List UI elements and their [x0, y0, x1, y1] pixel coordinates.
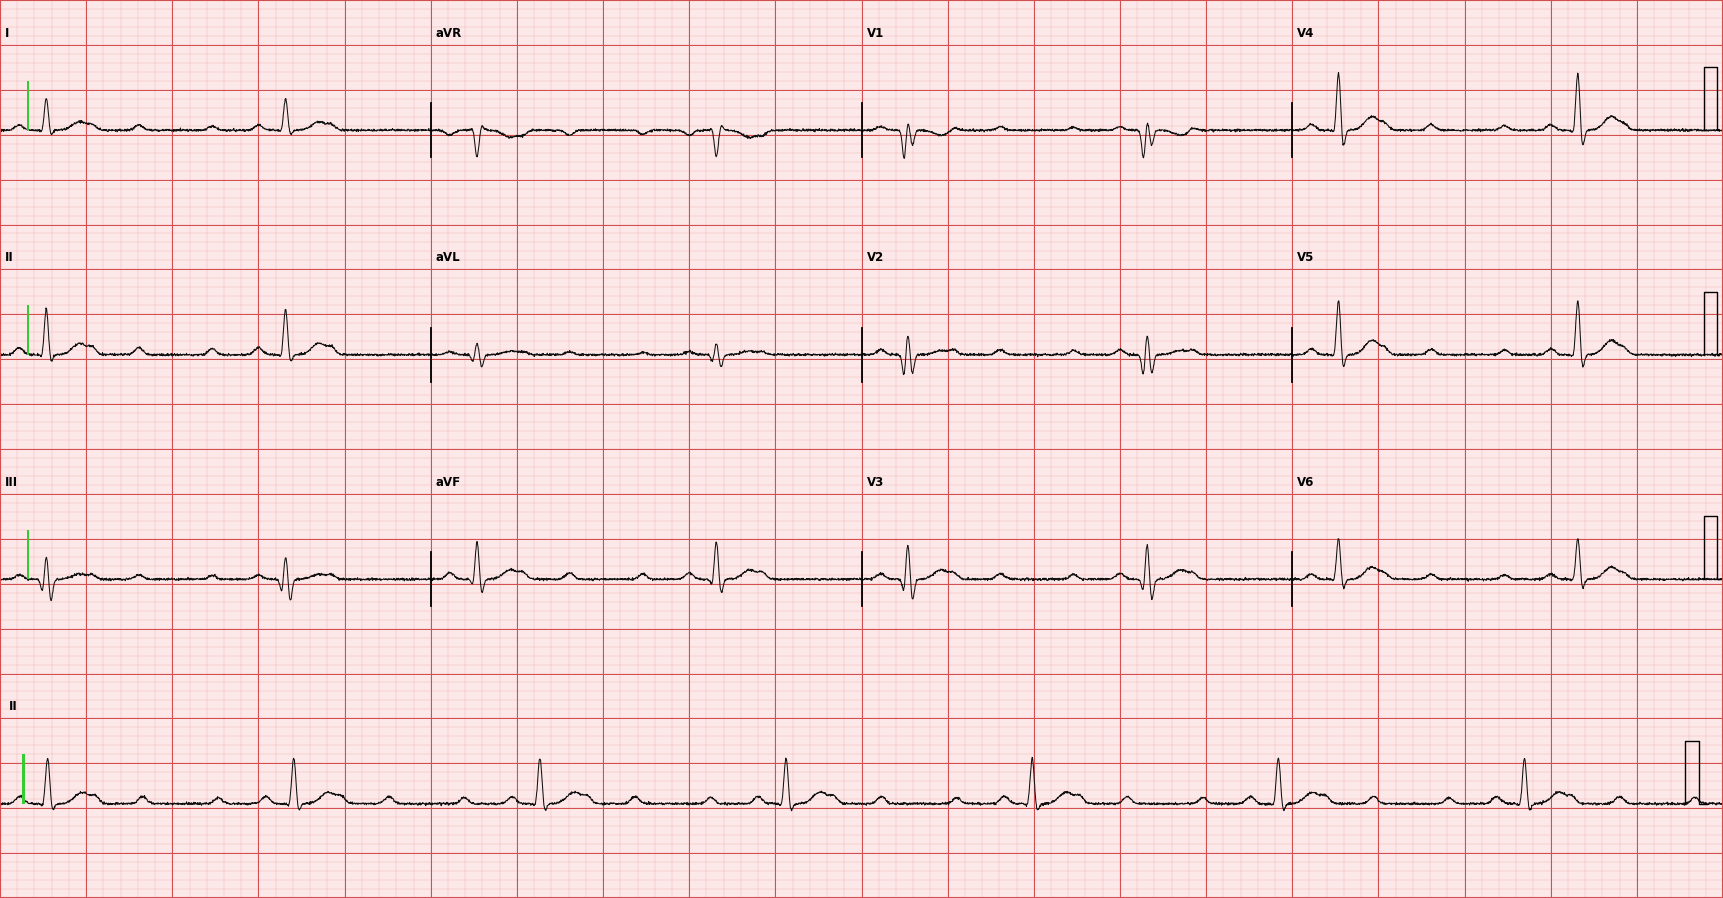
Text: III: III [5, 476, 19, 489]
Text: V4: V4 [1297, 27, 1315, 40]
Text: II: II [9, 700, 17, 713]
Text: V6: V6 [1297, 476, 1315, 489]
Text: V3: V3 [867, 476, 884, 489]
Bar [22, 754, 24, 804]
Bar [28, 305, 29, 355]
Text: II: II [5, 251, 14, 264]
Text: I: I [5, 27, 10, 40]
Text: aVR: aVR [436, 27, 462, 40]
Text: aVL: aVL [436, 251, 460, 264]
Text: aVF: aVF [436, 476, 462, 489]
Text: V1: V1 [867, 27, 884, 40]
Text: V2: V2 [867, 251, 884, 264]
Bar [28, 81, 29, 130]
Bar [28, 530, 29, 579]
Text: V5: V5 [1297, 251, 1315, 264]
